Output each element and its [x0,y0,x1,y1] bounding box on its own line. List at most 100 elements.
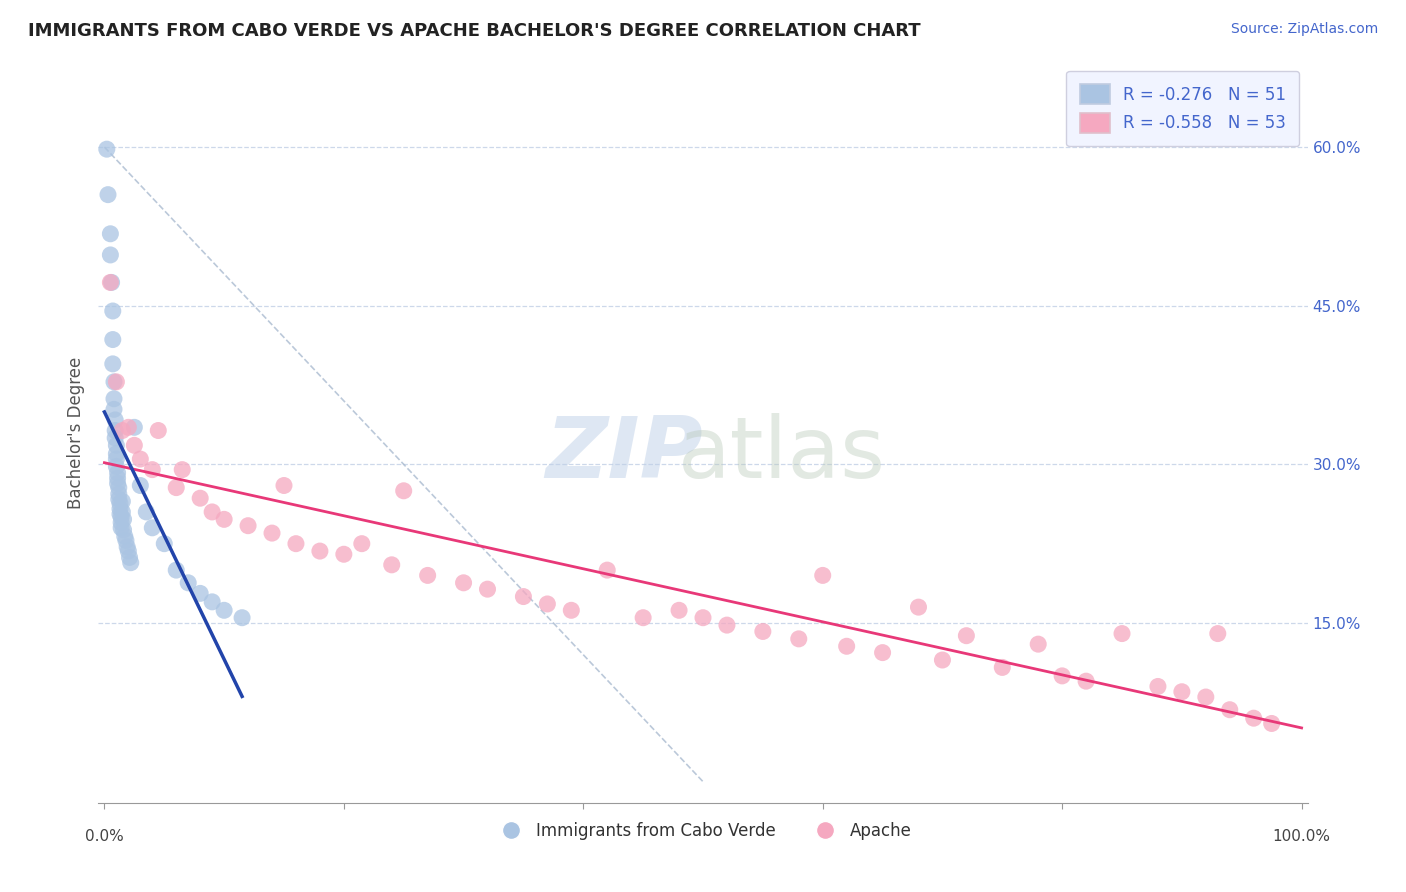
Point [1171,685,1194,699]
Point [560,603,582,617]
Point [108,507,131,521]
Point [309,544,332,558]
Legend: Immigrants from Cabo Verde, Apache: Immigrants from Cabo Verde, Apache [488,815,918,847]
Point [153,537,176,551]
Text: 0.0%: 0.0% [84,829,124,844]
Point [101,304,124,318]
Point [172,463,194,477]
Point [188,586,211,600]
Point [260,526,283,541]
Point [105,375,128,389]
Point [103,392,125,406]
Point [104,413,127,427]
Point [177,575,200,590]
Point [692,611,714,625]
Point [752,624,775,639]
Point [201,505,224,519]
Point [104,431,127,445]
Point [118,550,141,565]
Point [107,466,129,480]
Point [110,516,132,530]
Point [105,447,128,461]
Point [668,603,690,617]
Point [97,187,120,202]
Point [453,575,475,590]
Point [101,333,124,347]
Point [124,438,146,452]
Point [1026,637,1049,651]
Point [212,603,235,617]
Point [100,227,122,241]
Point [105,459,128,474]
Point [129,452,152,467]
Point [284,537,307,551]
Point [105,452,128,467]
Text: 100.0%: 100.0% [1272,829,1330,844]
Point [129,478,152,492]
Point [212,512,235,526]
Point [105,438,128,452]
Point [392,483,415,498]
Point [477,582,499,596]
Point [1195,690,1218,704]
Point [114,529,136,543]
Point [1219,703,1241,717]
Point [117,544,139,558]
Point [141,521,163,535]
Point [907,600,929,615]
Point [811,568,834,582]
Point [536,597,558,611]
Point [100,276,122,290]
Point [104,424,127,438]
Point [596,563,619,577]
Point [135,505,157,519]
Point [333,547,356,561]
Point [115,540,138,554]
Point [111,505,134,519]
Point [112,523,135,537]
Point [512,590,534,604]
Y-axis label: Bachelor's Degree: Bachelor's Degree [67,357,86,508]
Point [872,646,894,660]
Point [236,518,259,533]
Point [1111,626,1133,640]
Point [381,558,404,572]
Text: Source: ZipAtlas.com: Source: ZipAtlas.com [1230,22,1378,37]
Point [101,357,124,371]
Point [108,501,131,516]
Point [787,632,810,646]
Point [148,424,170,438]
Point [107,471,129,485]
Text: ZIP: ZIP [546,413,703,496]
Point [107,487,129,501]
Text: atlas: atlas [678,413,886,496]
Point [100,248,122,262]
Point [716,618,738,632]
Point [100,276,122,290]
Point [631,611,654,625]
Point [188,491,211,506]
Point [96,142,118,156]
Point [107,481,129,495]
Point [165,481,187,495]
Point [1147,680,1170,694]
Point [1243,711,1265,725]
Point [107,492,129,507]
Point [124,420,146,434]
Point [110,521,132,535]
Point [120,556,142,570]
Point [165,563,187,577]
Point [141,463,163,477]
Point [201,595,224,609]
Point [112,512,135,526]
Point [111,424,134,438]
Point [416,568,439,582]
Point [835,640,858,654]
Point [350,537,373,551]
Point [1074,674,1097,689]
Point [1260,716,1282,731]
Point [103,402,125,417]
Point [991,660,1014,674]
Point [955,629,977,643]
Point [231,611,253,625]
